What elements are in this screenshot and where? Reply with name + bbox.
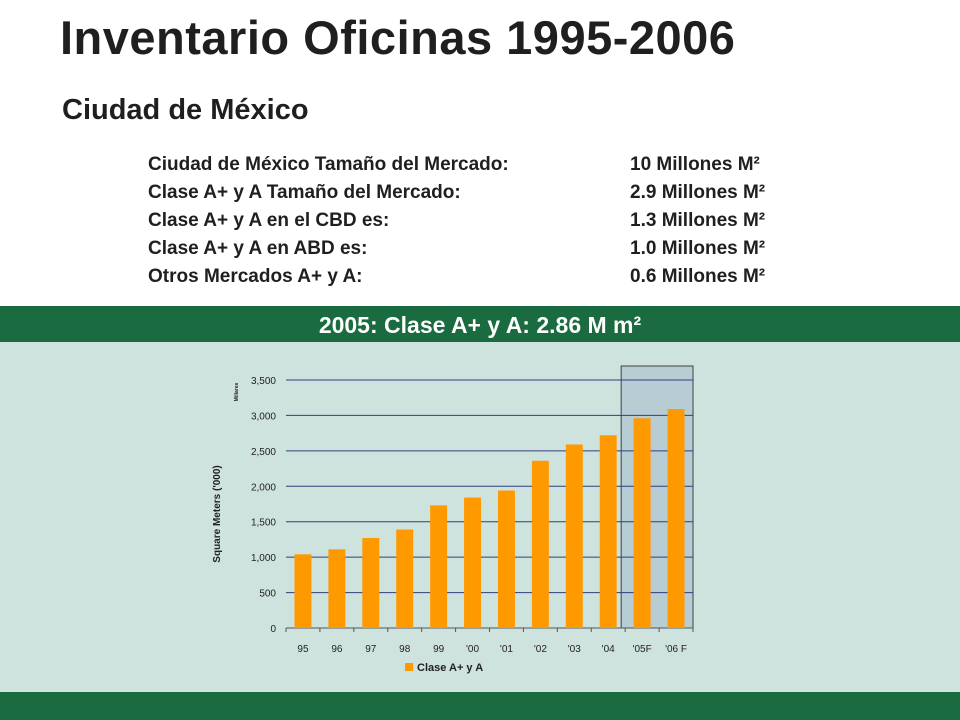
y-tick-label: 1,000 <box>251 553 276 564</box>
banner-2005-total: 2005: Clase A+ y A: 2.86 M m² <box>0 306 960 342</box>
x-tick-label: '01 <box>500 644 513 655</box>
bar <box>633 418 651 628</box>
legend-label: Clase A+ y A <box>417 662 483 674</box>
stat-label: Otros Mercados A+ y A: <box>148 266 363 287</box>
stat-label: Ciudad de México Tamaño del Mercado: <box>148 154 509 175</box>
x-tick-label: '06 F <box>665 644 687 655</box>
x-tick-label: 95 <box>297 644 309 655</box>
y-tick-label: 1,500 <box>251 518 276 529</box>
y-tick-label: 3,500 <box>251 376 276 387</box>
bar <box>667 409 685 628</box>
chart-panel: 0 500 1,000 1,500 2,000 2,500 3,000 3,500 95 96 97… <box>0 342 960 692</box>
stat-value: 1.0 Millones M² <box>630 238 766 259</box>
bar <box>599 435 617 628</box>
x-tick-label: 96 <box>331 644 343 655</box>
bar <box>531 460 549 628</box>
bar-chart: 0 500 1,000 1,500 2,000 2,500 3,000 3,500 95 96 97… <box>212 365 694 674</box>
y-tick-label: 500 <box>259 589 276 600</box>
y-tick-label: 2,000 <box>251 482 276 493</box>
stat-label: Clase A+ y A en el CBD es: <box>148 210 390 231</box>
stat-value: 0.6 Millones M² <box>630 266 766 287</box>
stat-value: 1.3 Millones M² <box>630 210 766 231</box>
y-axis-label: Square Meters ('000) <box>212 465 223 562</box>
stat-label: Clase A+ y A Tamaño del Mercado: <box>148 182 461 203</box>
bar <box>328 549 346 628</box>
page-title: Inventario Oficinas 1995-2006 <box>60 11 736 64</box>
x-tick-label: '03 <box>568 644 581 655</box>
y-tick-label: 3,000 <box>251 411 276 422</box>
stat-value: 10 Millones M² <box>630 154 760 175</box>
x-tick-label: '05F <box>633 644 652 655</box>
x-tick-label: '00 <box>466 644 479 655</box>
bar <box>362 538 380 628</box>
bar <box>464 497 482 628</box>
x-tick-label: 97 <box>365 644 377 655</box>
x-tick-label: 98 <box>399 644 411 655</box>
x-tick-label: '04 <box>602 644 615 655</box>
y-unit-label: Millares <box>234 382 240 401</box>
y-tick-label: 0 <box>270 624 276 635</box>
x-tick-label: '02 <box>534 644 547 655</box>
bar <box>396 529 414 628</box>
bar <box>565 444 583 628</box>
stat-label: Clase A+ y A en ABD es: <box>148 238 368 259</box>
footer-band <box>0 692 960 720</box>
bar <box>294 554 312 628</box>
page-subtitle: Ciudad de México <box>62 94 309 126</box>
bar <box>430 505 448 628</box>
bar <box>497 490 515 628</box>
legend-swatch <box>405 663 413 671</box>
y-tick-label: 2,500 <box>251 447 276 458</box>
stat-value: 2.9 Millones M² <box>630 182 766 203</box>
x-tick-label: 99 <box>433 644 445 655</box>
